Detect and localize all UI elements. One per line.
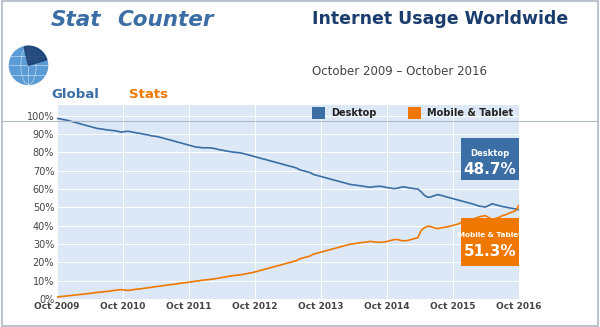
- Text: Counter: Counter: [117, 10, 214, 30]
- FancyBboxPatch shape: [461, 218, 519, 266]
- Text: Stat: Stat: [51, 10, 101, 30]
- Text: 48.7%: 48.7%: [464, 162, 517, 177]
- Text: Desktop: Desktop: [331, 108, 377, 118]
- Circle shape: [10, 46, 47, 84]
- Text: October 2009 – October 2016: October 2009 – October 2016: [312, 65, 487, 78]
- Text: 51.3%: 51.3%: [464, 244, 517, 259]
- Text: Internet Usage Worldwide: Internet Usage Worldwide: [312, 10, 568, 28]
- Text: Global: Global: [51, 88, 99, 101]
- Text: Desktop: Desktop: [470, 149, 509, 158]
- Text: Mobile & Tablet: Mobile & Tablet: [427, 108, 514, 118]
- Text: Stats: Stats: [129, 88, 168, 101]
- FancyBboxPatch shape: [461, 138, 519, 180]
- Polygon shape: [24, 46, 47, 65]
- Text: Mobile & Tablet: Mobile & Tablet: [458, 232, 522, 238]
